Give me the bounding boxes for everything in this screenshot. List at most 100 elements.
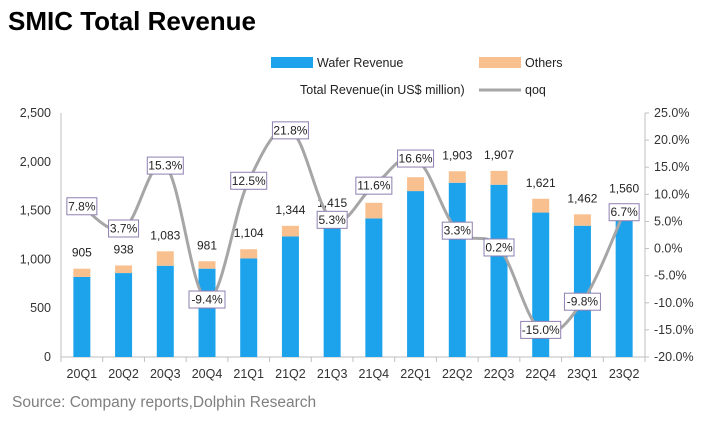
right-tick-label: 15.0%: [654, 160, 689, 174]
total-label: 1,415: [317, 196, 347, 210]
qoq-label-box: [520, 320, 562, 339]
others-bar: [448, 171, 466, 183]
qoq-label: 3.3%: [444, 224, 472, 238]
wafer-bar: [323, 226, 341, 357]
total-label: 1,621: [526, 176, 556, 190]
right-tick-label: 20.0%: [654, 133, 689, 147]
x-tick-label: 23Q1: [567, 367, 598, 381]
wafer-bar: [573, 225, 591, 357]
qoq-label-box: [608, 203, 640, 222]
qoq-label-box: [355, 176, 393, 195]
total-label: 1,344: [275, 203, 305, 217]
others-bar: [573, 214, 591, 226]
total-labels: 9059381,0839811,1041,3441,4151,5801,8421…: [72, 148, 640, 260]
total-label: 981: [197, 238, 217, 252]
total-label: 1,907: [484, 148, 514, 162]
x-tick-label: 22Q4: [525, 367, 556, 381]
others-bar: [198, 261, 216, 269]
x-tick-label: 21Q3: [317, 367, 348, 381]
legend-others-swatch: [479, 57, 521, 68]
wafer-bar: [490, 184, 508, 357]
qoq-label-box: [271, 121, 309, 140]
left-tick-label: 2,500: [20, 106, 51, 120]
wafer-bar: [156, 265, 174, 357]
others-bar: [73, 268, 91, 277]
wafer-bar: [73, 276, 91, 357]
wafer-bar: [365, 218, 383, 357]
left-tick-label: 1,500: [20, 204, 51, 218]
qoq-label: -15.0%: [522, 323, 560, 337]
wafer-bar: [615, 217, 633, 357]
x-axis-ticks: 20Q1 20Q2 20Q3 20Q4 21Q1 21Q2 21Q3 21Q4 22Q1 22Q2…: [60, 357, 646, 381]
qoq-label: 15.3%: [148, 159, 182, 173]
qoq-label: 7.8%: [68, 199, 96, 213]
qoq-series: 7.8% 3.7% 15.3% -9.4% 12.5% 21.8% 5.3% 11.6% 16.…: [66, 121, 640, 339]
left-tick-label: 2,000: [20, 155, 51, 169]
wafer-bar: [281, 236, 299, 357]
legend-total-label: Total Revenue(in US$ million): [300, 83, 465, 97]
left-axis-ticks: 0 500 1,000 1,500 2,000 2,500: [20, 106, 51, 364]
right-tick-label: -10.0%: [654, 296, 694, 310]
qoq-label: 11.6%: [357, 179, 390, 193]
x-tick-label: 22Q2: [442, 367, 473, 381]
right-tick-label: 0.0%: [654, 242, 683, 256]
total-label: 1,104: [234, 226, 264, 240]
qoq-label: -9.4%: [191, 293, 223, 307]
others-bar: [532, 198, 550, 213]
wafer-bar: [115, 273, 133, 357]
total-label: 938: [114, 242, 134, 256]
total-label: 1,462: [567, 191, 597, 205]
total-label: 1,083: [150, 228, 180, 242]
qoq-label-box: [146, 156, 184, 175]
x-tick-label: 21Q4: [359, 367, 390, 381]
others-bar: [281, 225, 299, 237]
others-bar: [365, 202, 383, 219]
right-tick-label: -5.0%: [654, 269, 687, 283]
others-bar: [115, 265, 133, 274]
legend-others-label: Others: [525, 56, 563, 70]
legend-wafer-swatch: [271, 57, 313, 68]
left-tick-label: 0: [44, 350, 51, 364]
x-tick-label: 22Q3: [484, 367, 515, 381]
legend: Wafer Revenue Others Total Revenue(in US…: [271, 56, 563, 97]
qoq-label: 12.5%: [232, 174, 266, 188]
others-bar: [407, 177, 425, 192]
qoq-label-box: [108, 219, 140, 238]
wafer-bar: [532, 212, 550, 357]
qoq-label-box: [563, 292, 601, 311]
total-label: 1,903: [442, 148, 472, 162]
right-tick-label: 5.0%: [654, 214, 683, 228]
left-tick-label: 500: [30, 301, 51, 315]
legend-qoq-label: qoq: [525, 83, 546, 97]
qoq-label-box: [316, 210, 348, 229]
total-label: 905: [72, 246, 92, 260]
others-bar: [156, 251, 174, 266]
qoq-label: 5.3%: [318, 213, 346, 227]
right-tick-label: -20.0%: [654, 350, 694, 364]
wafer-bar: [240, 258, 258, 357]
x-tick-label: 20Q3: [150, 367, 181, 381]
others-bar: [490, 170, 508, 185]
right-tick-label: 10.0%: [654, 187, 689, 201]
qoq-label-box: [66, 197, 98, 216]
wafer-bar: [198, 268, 216, 357]
wafer-bar: [407, 191, 425, 357]
right-axis-ticks: -20.0% -15.0% -10.0% -5.0% 0.0% 5.0% 10.0% 15.0…: [645, 106, 694, 364]
x-tick-label: 21Q1: [233, 367, 264, 381]
left-tick-label: 1,000: [20, 252, 51, 266]
qoq-label-box: [483, 238, 515, 257]
wafer-bar: [448, 182, 466, 357]
source-note: Source: Company reports,Dolphin Research: [12, 394, 317, 411]
qoq-label: 0.2%: [485, 240, 513, 254]
right-tick-label: 25.0%: [654, 106, 689, 120]
qoq-label: 6.7%: [610, 205, 638, 219]
legend-wafer-label: Wafer Revenue: [317, 56, 403, 70]
qoq-label: 3.7%: [110, 221, 138, 235]
others-bar: [240, 249, 258, 259]
chart-title: SMIC Total Revenue: [8, 6, 257, 36]
qoq-label-box: [188, 290, 226, 309]
qoq-label-box: [397, 149, 435, 168]
x-tick-label: 22Q1: [400, 367, 431, 381]
right-tick-label: -15.0%: [654, 323, 694, 337]
